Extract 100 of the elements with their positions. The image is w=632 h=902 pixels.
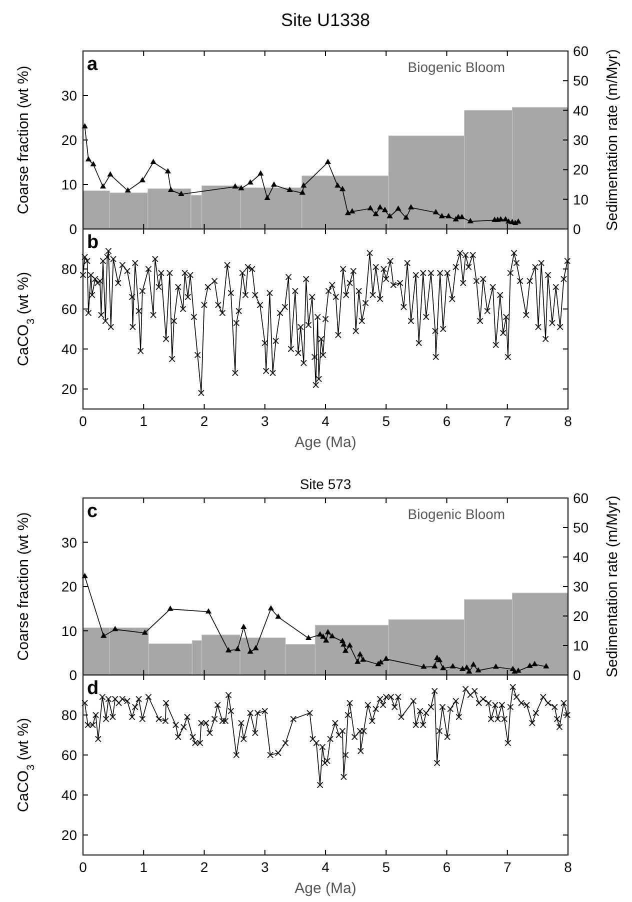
point [395, 205, 402, 211]
point [475, 667, 482, 672]
y2-tick-label: 40 [573, 549, 589, 565]
x-axis-title: Age (Ma) [294, 434, 356, 451]
point [349, 208, 356, 214]
y2-tick-label: 10 [573, 191, 589, 208]
x-tick-label: 3 [260, 859, 269, 875]
point [403, 214, 410, 220]
y2-tick-label: 0 [573, 667, 581, 683]
y-tick-label: 0 [69, 667, 78, 683]
point [299, 189, 306, 195]
point [382, 206, 388, 212]
point [466, 668, 472, 674]
y-tick-label: 10 [61, 176, 78, 192]
point [168, 186, 174, 192]
y-tick-label: 20 [61, 827, 78, 843]
point [232, 183, 238, 188]
x-tick-label: 6 [442, 859, 451, 875]
point [354, 658, 361, 664]
point [432, 209, 439, 214]
annotation: a [87, 54, 98, 75]
y-axis-title: Coarse fraction (wt %) [15, 66, 32, 214]
y-tick-label: 80 [61, 707, 78, 723]
x-tick-label: 5 [382, 413, 390, 429]
x-tick-label: 1 [140, 859, 148, 875]
x-tick-label: 7 [503, 859, 512, 875]
y-tick-label: 40 [61, 341, 78, 357]
point [377, 204, 384, 210]
point [205, 608, 212, 614]
y2-tick-label: 20 [573, 162, 589, 178]
annotation: Biogenic Bloom [408, 506, 506, 522]
point [420, 664, 427, 669]
point [112, 626, 118, 632]
y2-tick-label: 40 [573, 102, 589, 118]
point [450, 663, 456, 668]
y-tick-label: 10 [61, 622, 78, 639]
point [305, 634, 312, 640]
point [164, 168, 171, 174]
point [492, 664, 499, 669]
y2-tick-label: 60 [573, 490, 589, 506]
x-tick-label: 5 [382, 859, 390, 875]
point [139, 176, 146, 182]
point [408, 204, 414, 210]
y-tick-label: 20 [61, 132, 78, 148]
point [320, 633, 326, 639]
y-tick-label: 60 [61, 747, 78, 763]
point [346, 642, 353, 648]
point [334, 182, 341, 188]
point [329, 632, 336, 638]
chart-title: Site U1338 [280, 10, 370, 30]
point [440, 664, 446, 670]
point [324, 158, 331, 164]
y2-tick-label: 0 [573, 221, 581, 237]
point [85, 156, 92, 162]
point [247, 179, 254, 184]
point [275, 614, 282, 619]
point [178, 190, 184, 196]
point [323, 637, 330, 643]
point [268, 605, 274, 610]
y2-axis-title: Sedimentation rate (m/Myr) [604, 49, 621, 231]
y2-axis-title: Sedimentation rate (m/Myr) [604, 496, 621, 678]
x-tick-label: 8 [564, 859, 572, 875]
point [360, 656, 366, 662]
y-tick-label: 30 [61, 534, 78, 550]
y2-tick-label: 30 [573, 578, 589, 594]
point [150, 158, 156, 164]
point [240, 624, 247, 629]
y2-tick-label: 10 [573, 638, 589, 654]
point [252, 644, 259, 650]
point [432, 663, 438, 668]
point [470, 661, 476, 667]
x-axis-title: Age (Ma) [294, 880, 356, 897]
chart-title: Site 573 [300, 476, 352, 492]
x-tick-label: 8 [564, 413, 572, 429]
point [90, 160, 96, 166]
point [167, 606, 174, 611]
point [459, 666, 466, 671]
point [270, 181, 278, 187]
y2-tick-label: 50 [573, 72, 589, 89]
point [438, 213, 445, 218]
y-tick-label: 40 [61, 787, 78, 803]
x-tick-label: 3 [260, 413, 269, 429]
point [142, 629, 148, 635]
y-tick-label: 60 [61, 301, 78, 317]
point [286, 186, 293, 192]
point [258, 170, 264, 176]
point [342, 648, 349, 653]
y-tick-label: 20 [61, 578, 78, 594]
point [436, 656, 443, 662]
point [386, 213, 393, 218]
annotation: d [87, 678, 99, 699]
x-tick-label: 7 [503, 413, 512, 429]
annotation: b [87, 232, 99, 253]
point [344, 210, 351, 216]
point [458, 214, 465, 220]
y-axis-title: Coarse fraction (wt %) [15, 512, 32, 661]
point [264, 194, 270, 200]
point [526, 662, 533, 668]
y2-tick-label: 20 [573, 608, 589, 624]
annotation: Biogenic Bloom [408, 59, 506, 75]
